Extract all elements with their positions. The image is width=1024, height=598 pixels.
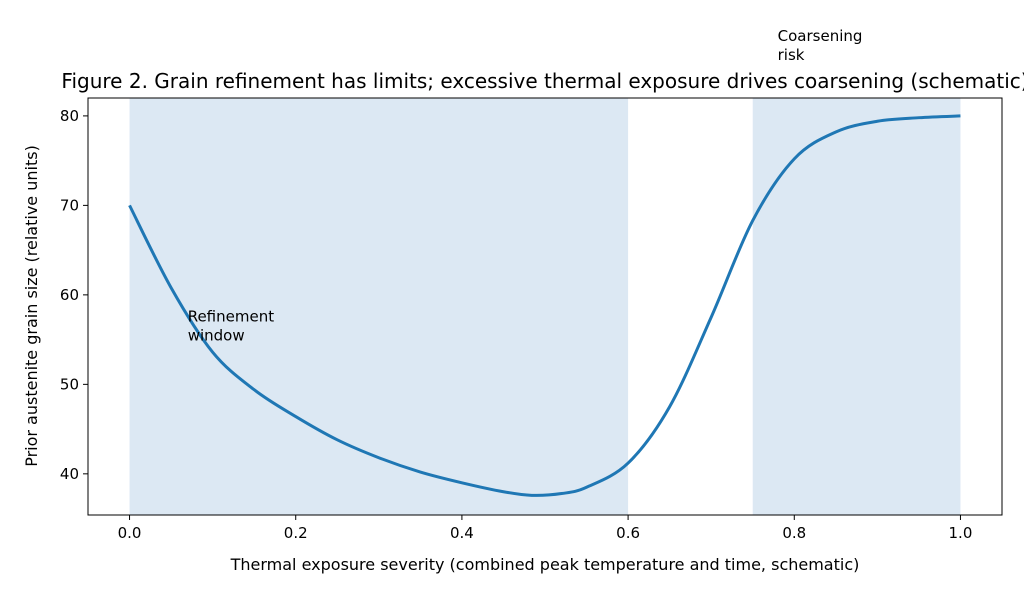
y-axis-ticks: 40 50 60 70 80 — [60, 107, 88, 483]
shaded-regions — [129, 98, 961, 515]
y-tick-label: 40 — [60, 465, 79, 483]
x-axis-label: Thermal exposure severity (combined peak… — [230, 555, 860, 574]
x-tick-label: 0.8 — [782, 524, 806, 542]
x-tick-label: 0.6 — [616, 524, 640, 542]
x-tick-label: 0.2 — [284, 524, 308, 542]
annotations: Refinement window Coarsening risk — [188, 27, 863, 345]
chart-title: Figure 2. Grain refinement has limits; e… — [61, 69, 1024, 93]
x-tick-label: 0.4 — [450, 524, 474, 542]
shaded-region — [752, 98, 961, 515]
y-tick-label: 80 — [60, 107, 79, 125]
annotation: Refinement window — [188, 308, 275, 345]
x-tick-label: 1.0 — [949, 524, 973, 542]
y-tick-label: 70 — [60, 196, 79, 214]
y-axis-label: Prior austenite grain size (relative uni… — [22, 145, 41, 467]
plot-frame — [87, 97, 1003, 516]
y-tick-label: 60 — [60, 286, 79, 304]
x-axis-ticks: 0.0 0.2 0.4 0.6 0.8 1.0 — [118, 515, 973, 542]
x-tick-label: 0.0 — [118, 524, 142, 542]
series-line — [128, 114, 961, 497]
shaded-region — [129, 98, 629, 515]
y-tick-label: 50 — [60, 375, 79, 393]
annotation: Coarsening risk — [778, 27, 863, 64]
